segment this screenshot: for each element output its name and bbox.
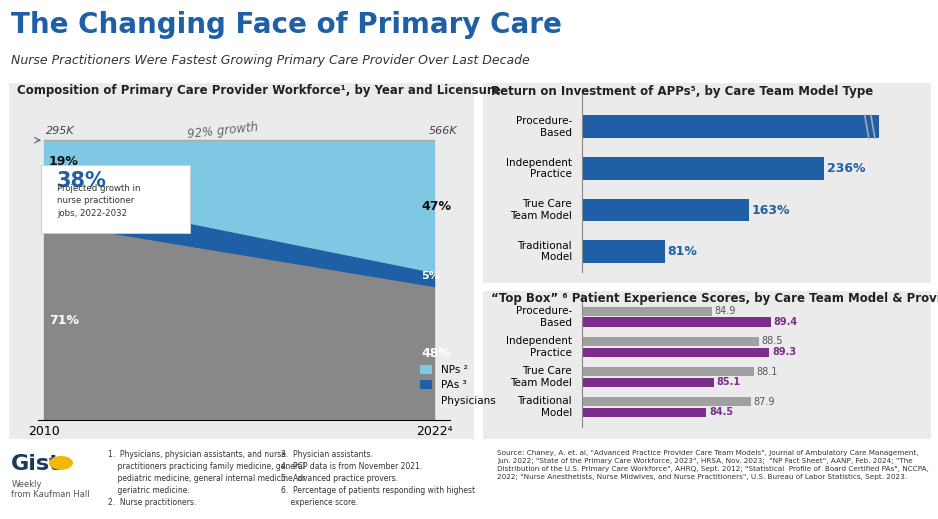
Text: 88.1: 88.1 <box>756 366 778 377</box>
Text: 89.4: 89.4 <box>773 317 797 327</box>
Bar <box>582 115 879 138</box>
Text: 84.5: 84.5 <box>709 407 734 417</box>
Bar <box>0 367 753 376</box>
Text: Return on Investment of APPs⁵, by Care Team Model Type: Return on Investment of APPs⁵, by Care T… <box>491 85 873 98</box>
Text: 88.5: 88.5 <box>762 336 783 347</box>
Text: “Top Box” ⁶ Patient Experience Scores, by Care Team Model & Provider: “Top Box” ⁶ Patient Experience Scores, b… <box>491 292 938 305</box>
Text: 92% growth: 92% growth <box>187 120 259 141</box>
Text: 71%: 71% <box>49 315 79 327</box>
Text: 1.  Physicians, physician assistants, and nurse
    practitioners practicing fam: 1. Physicians, physician assistants, and… <box>108 450 305 507</box>
Text: 236%: 236% <box>826 162 865 175</box>
Text: 295K: 295K <box>46 126 74 136</box>
Text: Nurse Practitioners Were Fastest Growing Primary Care Provider Over Last Decade: Nurse Practitioners Were Fastest Growing… <box>11 54 530 67</box>
Text: 85.1: 85.1 <box>717 377 741 387</box>
Bar <box>0 337 759 346</box>
Text: 5%: 5% <box>421 271 440 281</box>
Text: 89.3: 89.3 <box>772 347 796 357</box>
Text: 48%: 48% <box>421 347 451 360</box>
Text: 566K: 566K <box>429 126 458 136</box>
Text: Projected growth in
nurse practitioner
jobs, 2022-2032: Projected growth in nurse practitioner j… <box>57 184 141 217</box>
Text: 47%: 47% <box>421 200 451 213</box>
Bar <box>582 199 749 222</box>
Bar <box>0 348 769 357</box>
Text: 87.9: 87.9 <box>753 397 775 407</box>
Text: Source: Chaney, A. et. al, "Advanced Practice Provider Care Team Models", Journa: Source: Chaney, A. et. al, "Advanced Pra… <box>497 450 929 481</box>
Text: 163%: 163% <box>752 203 791 216</box>
Text: 19%: 19% <box>49 155 79 168</box>
Bar <box>582 240 665 263</box>
Legend: NPs ², PAs ³, Physicians: NPs ², PAs ³, Physicians <box>416 362 499 409</box>
Bar <box>582 157 824 180</box>
Bar <box>0 318 771 327</box>
Bar <box>0 307 712 316</box>
Text: 3.  Physician assistants.
4.  PCP data is from November 2021.
5.  Advanced pract: 3. Physician assistants. 4. PCP data is … <box>281 450 476 507</box>
Text: 10%: 10% <box>49 201 77 214</box>
Bar <box>0 397 751 406</box>
Text: 84.9: 84.9 <box>714 306 735 317</box>
Text: Weekly
from Kaufman Hall: Weekly from Kaufman Hall <box>11 480 90 499</box>
Text: The Changing Face of Primary Care: The Changing Face of Primary Care <box>11 11 562 39</box>
FancyBboxPatch shape <box>40 165 190 233</box>
Bar <box>0 378 714 387</box>
Text: 38%: 38% <box>57 171 107 191</box>
Text: Composition of Primary Care Provider Workforce¹, by Year and Licensure: Composition of Primary Care Provider Wor… <box>17 84 501 97</box>
Text: 81%: 81% <box>668 245 698 258</box>
Bar <box>0 407 706 417</box>
Text: Gist: Gist <box>11 454 61 474</box>
